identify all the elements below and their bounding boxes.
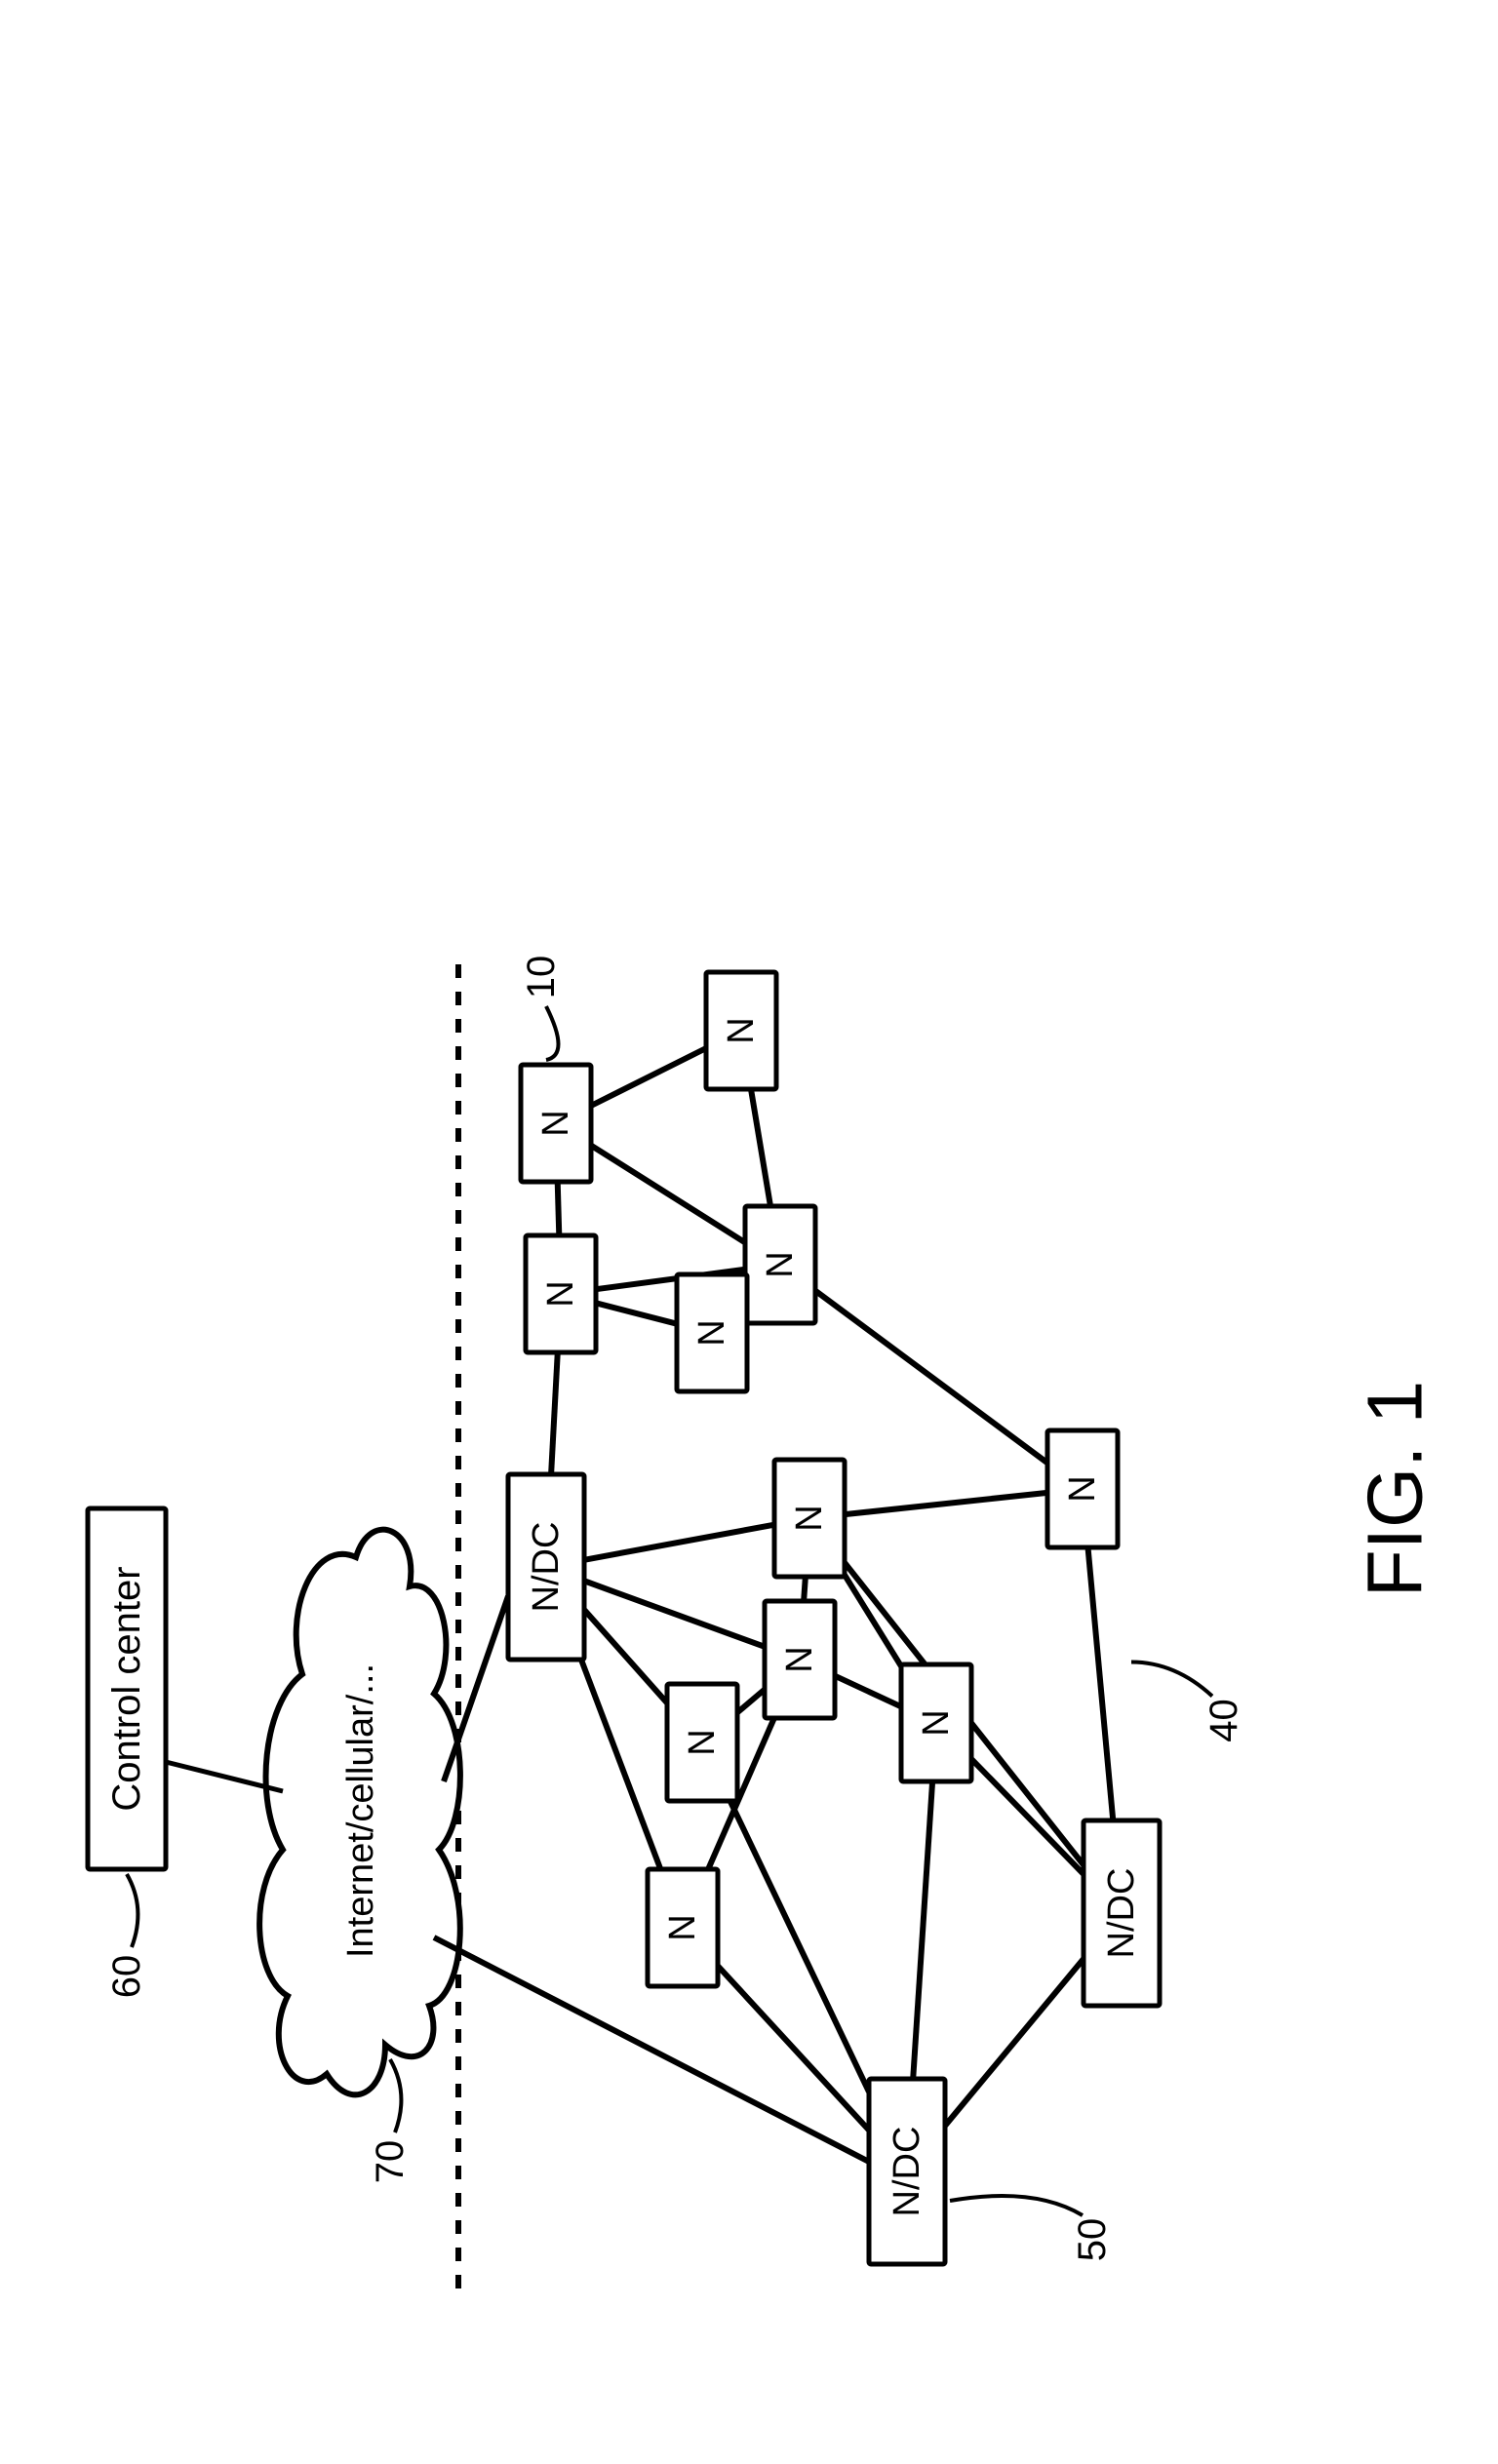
node-n_farR2: N	[706, 972, 776, 1089]
edge-n_center-n_mid2	[835, 1676, 901, 1707]
uplink-2	[444, 1596, 508, 1781]
figure-label: FIG. 1	[1352, 1381, 1439, 1597]
svg-text:60: 60	[105, 1955, 148, 1999]
ref-50: 50	[950, 2196, 1114, 2261]
cloud-internet: Internet/cellular/...	[259, 1530, 460, 2095]
control-center-box: Control center	[88, 1508, 166, 1869]
node-label-ndc_top: N/DC	[526, 1522, 567, 1613]
node-label-n_mid1: N	[682, 1729, 723, 1755]
edge-ndc_top-n_far	[551, 1352, 558, 1474]
node-ndc_right: N/DC	[1084, 1820, 1160, 2006]
control-center-label: Control center	[105, 1566, 148, 1811]
node-n_center: N	[765, 1601, 835, 1718]
svg-text:70: 70	[369, 2140, 412, 2184]
edge-ndc_left-n_mid2	[913, 1781, 932, 2079]
node-label-n_right1: N	[789, 1505, 830, 1531]
edge-ndc_left-ndc_right	[945, 1959, 1084, 2126]
edge-ndc_top-n_right1	[584, 1525, 774, 1560]
edge-n_right1-n_right2	[845, 1493, 1047, 1514]
node-n_bot: N	[745, 1206, 815, 1323]
nodes: N/DC N/DC N/DC N N N N N N N N N N N	[508, 972, 1160, 2264]
node-label-n_farR2: N	[721, 1017, 762, 1043]
node-label-n_farR1: N	[535, 1110, 576, 1136]
node-n_farR1: N	[521, 1065, 591, 1182]
node-n_far: N	[526, 1235, 596, 1352]
node-n_mid2: N	[901, 1664, 971, 1781]
node-ndc_top: N/DC	[508, 1474, 584, 1660]
edges	[551, 1048, 1113, 2131]
edge-n_far-n_farR1	[558, 1182, 560, 1235]
node-label-n_mid2: N	[916, 1709, 957, 1736]
node-ndc_left: N/DC	[869, 2079, 945, 2264]
edge-n_bot-n_farR1	[591, 1146, 745, 1243]
svg-text:10: 10	[520, 956, 563, 999]
node-n_mid1: N	[667, 1684, 737, 1801]
edge-ndc_right-n_right2	[1088, 1547, 1114, 1820]
edge-n_mid2-ndc_right	[971, 1759, 1084, 1874]
svg-text:40: 40	[1202, 1699, 1245, 1742]
ref-10: 10	[520, 956, 563, 1060]
node-label-n_far: N	[540, 1280, 581, 1307]
node-label-ndc_left: N/DC	[887, 2127, 927, 2217]
edge-n_far-n_belowFar	[596, 1303, 677, 1323]
node-label-n_top2: N	[662, 1914, 703, 1940]
edge-n_farR1-n_farR2	[591, 1048, 706, 1106]
edge-ndc_left-n_mid1	[730, 1801, 869, 2092]
node-label-n_belowFar: N	[691, 1319, 732, 1346]
node-n_right2: N	[1047, 1430, 1118, 1547]
svg-text:50: 50	[1071, 2218, 1114, 2262]
edge-n_right2-n_bot	[815, 1291, 1047, 1464]
edge-n_center-n_right1	[804, 1577, 806, 1601]
edge-n_top2-ndc_top	[581, 1660, 660, 1869]
ref-60: 60	[105, 1874, 148, 1998]
node-label-n_bot: N	[760, 1251, 801, 1277]
edge-n_bot-n_farR2	[751, 1089, 770, 1206]
node-n_top2: N	[648, 1869, 718, 1986]
node-n_belowFar: N	[677, 1274, 747, 1391]
cloud-label: Internet/cellular/...	[340, 1663, 381, 1958]
node-label-n_center: N	[779, 1646, 820, 1672]
edge-n_mid1-n_center	[737, 1690, 765, 1713]
ref-40: 40	[1131, 1662, 1245, 1742]
node-n_right1: N	[774, 1460, 845, 1577]
edge-ndc_top-n_mid1	[584, 1610, 667, 1703]
node-label-ndc_right: N/DC	[1101, 1868, 1142, 1959]
node-label-n_right2: N	[1062, 1475, 1103, 1502]
